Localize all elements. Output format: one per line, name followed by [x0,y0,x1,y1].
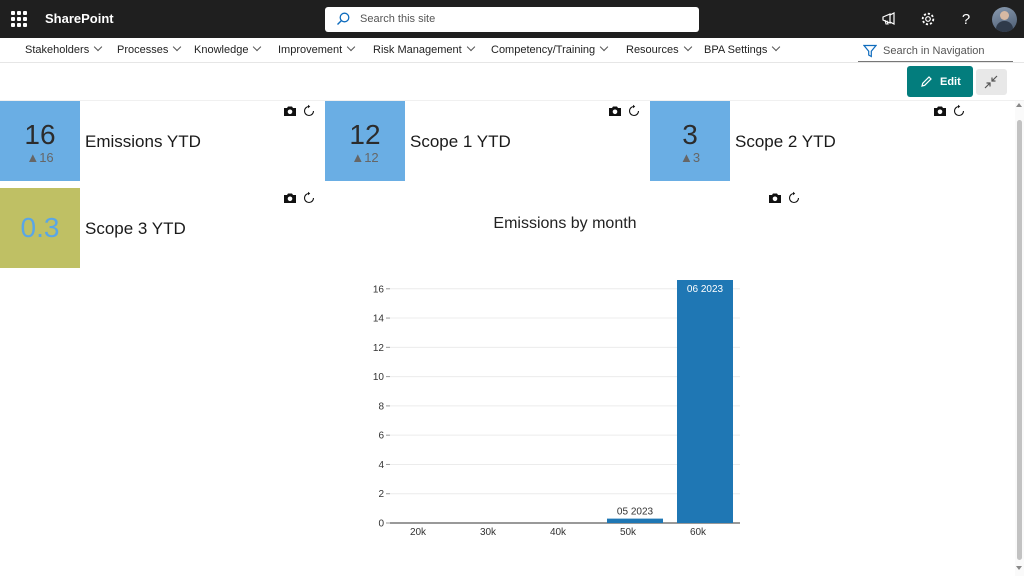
kpi-tile-scope2: 3 ▲3 [650,101,730,181]
site-search-box[interactable]: Search this site [325,7,699,32]
bar-label: 06 2023 [687,284,724,295]
chart-title: Emissions by month [493,215,636,232]
camera-icon[interactable] [283,105,297,117]
nav-item-knowledge[interactable]: Knowledge [194,42,262,56]
kpi-label: Scope 2 YTD [735,132,836,151]
collapse-button[interactable] [976,69,1007,95]
nav-item-improvement[interactable]: Improvement [278,42,356,56]
top-navigation: Stakeholders Processes Knowledge Improve… [0,38,1024,63]
chevron-down-icon [173,42,182,52]
emissions-by-month-chart: Emissions by month 0 2 4 6 8 10 12 14 16 20k 30k 4… [373,215,740,538]
chevron-down-icon [93,42,103,52]
kpi-value: 0.3 [20,212,60,243]
kpi-tile-emissions: 16 ▲16 [0,101,80,181]
chevron-down-icon [346,42,356,52]
kpi-value: 12 [349,119,381,150]
refresh-icon[interactable] [787,191,801,205]
nav-search-input[interactable]: Search in Navigation [883,45,985,57]
refresh-icon[interactable] [302,191,316,205]
kpi-value: 3 [682,119,698,150]
scroll-up-icon[interactable] [1016,103,1022,107]
chevron-down-icon [772,42,781,52]
tile-tools [608,103,641,119]
kpi-delta: ▲16 [26,150,54,165]
refresh-icon[interactable] [627,104,641,118]
suite-bar: SharePoint Search this site ? [0,0,1024,38]
kpi-value: 16 [24,119,56,150]
nav-item-bpa-settings[interactable]: BPA Settings [704,42,781,56]
nav-search[interactable]: Search in Navigation [858,41,1013,62]
nav-item-processes[interactable]: Processes [117,42,182,56]
nav-item-risk-management[interactable]: Risk Management [373,42,475,56]
x-tick-label: 20k [410,527,427,538]
megaphone-icon[interactable] [879,9,899,29]
scroll-down-icon[interactable] [1016,566,1022,570]
filter-icon [863,44,877,58]
refresh-icon[interactable] [952,104,966,118]
y-tick-label: 14 [373,314,385,325]
tile-tools [283,190,316,206]
x-axis: 20k 30k 40k 50k 60k [410,527,707,538]
kpi-label: Scope 1 YTD [410,132,511,151]
tile-tools [933,103,966,119]
avatar[interactable] [992,7,1017,32]
bar[interactable] [607,518,663,523]
tile-tools [283,103,316,119]
kpi-delta: ▲3 [679,150,701,165]
refresh-icon[interactable] [302,104,316,118]
camera-icon[interactable] [933,105,947,117]
collapse-icon [984,75,998,89]
y-tick-label: 12 [373,343,385,354]
y-tick-label: 6 [378,431,384,442]
bar-series: 05 2023 06 2023 [607,280,733,523]
nav-item-competency-training[interactable]: Competency/Training [491,42,609,56]
x-tick-label: 50k [620,527,637,538]
y-tick-label: 8 [378,401,384,412]
chevron-down-icon [253,42,262,52]
help-icon[interactable]: ? [961,10,971,28]
bar[interactable] [677,280,733,523]
nav-item-resources[interactable]: Resources [626,42,692,56]
camera-icon[interactable] [768,192,782,204]
triangle-up-icon: ▲ [26,150,40,165]
kpi-label: Scope 3 YTD [85,219,186,238]
edit-button[interactable]: Edit [907,66,973,97]
bar-label: 05 2023 [617,507,654,518]
chevron-down-icon [466,42,475,52]
y-tick-label: 2 [378,489,384,500]
chevron-down-icon [599,42,609,52]
site-search-input[interactable]: Search this site [360,13,436,25]
triangle-up-icon: ▲ [351,150,365,165]
scroll-thumb[interactable] [1017,120,1022,560]
search-icon [337,12,350,25]
kpi-label: Emissions YTD [85,132,201,151]
chevron-down-icon [683,42,692,52]
y-tick-label: 10 [373,372,385,383]
chart-tools [768,190,801,206]
gear-icon[interactable] [918,9,938,29]
kpi-tile-scope1: 12 ▲12 [325,101,405,181]
triangle-up-icon: ▲ [679,150,693,165]
command-bar [0,63,1024,101]
pencil-icon [921,76,932,87]
x-tick-label: 40k [550,527,567,538]
nav-item-stakeholders[interactable]: Stakeholders [25,42,103,56]
app-launcher-icon[interactable] [11,11,27,27]
x-tick-label: 60k [690,527,707,538]
camera-icon[interactable] [608,105,622,117]
y-tick-label: 4 [378,460,384,471]
camera-icon[interactable] [283,192,297,204]
kpi-delta: ▲12 [351,150,379,165]
brand-title[interactable]: SharePoint [45,11,114,26]
y-tick-label: 16 [373,284,385,295]
x-tick-label: 30k [480,527,497,538]
y-tick-label: 0 [378,519,384,530]
kpi-tile-scope3: 0.3 [0,188,80,268]
